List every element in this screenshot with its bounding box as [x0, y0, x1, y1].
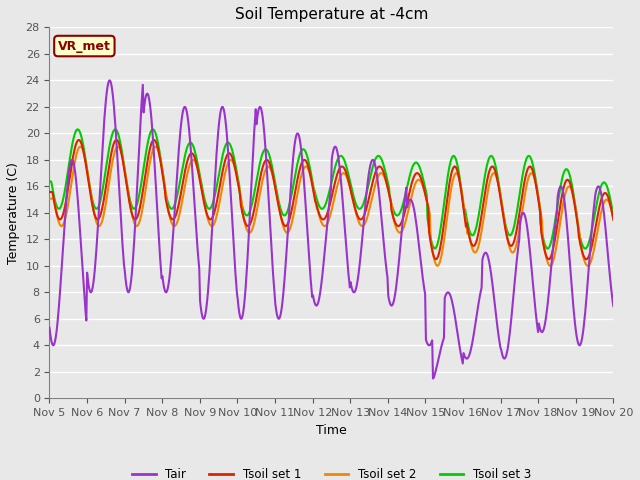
- Text: VR_met: VR_met: [58, 39, 111, 52]
- Legend: Tair, Tsoil set 1, Tsoil set 2, Tsoil set 3: Tair, Tsoil set 1, Tsoil set 2, Tsoil se…: [127, 464, 536, 480]
- Y-axis label: Temperature (C): Temperature (C): [7, 162, 20, 264]
- Title: Soil Temperature at -4cm: Soil Temperature at -4cm: [235, 7, 428, 22]
- X-axis label: Time: Time: [316, 424, 347, 437]
